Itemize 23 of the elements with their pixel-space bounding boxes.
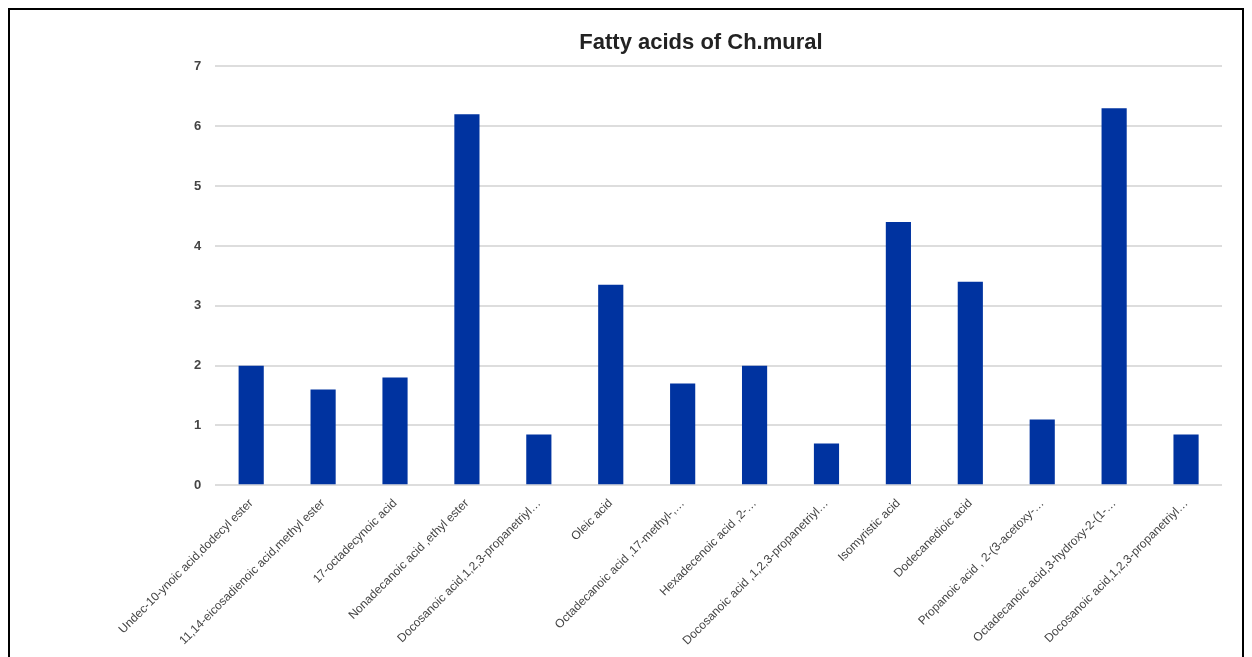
bar: [885, 222, 911, 485]
chart-title: Fatty acids of Ch.mural: [579, 29, 823, 55]
bar: [454, 114, 480, 485]
y-tick-label: 0: [194, 476, 202, 492]
y-tick-label: 6: [194, 117, 202, 133]
y-tick-label: 3: [194, 297, 202, 313]
bar: [813, 443, 840, 485]
bar: [1101, 108, 1127, 485]
bar: [526, 434, 552, 485]
y-tick-label: 5: [194, 177, 202, 193]
bar: [1029, 419, 1055, 485]
y-tick-label: 1: [194, 417, 202, 433]
bar: [310, 389, 336, 485]
bar: [957, 281, 983, 485]
bar: [382, 377, 408, 485]
bar: [1173, 434, 1199, 485]
bar: [238, 365, 264, 485]
bar: [741, 365, 768, 485]
y-tick-label: 7: [194, 57, 202, 73]
bar: [598, 284, 624, 485]
bar: [670, 383, 696, 485]
y-tick-label: 2: [194, 357, 202, 373]
y-tick-label: 4: [194, 237, 202, 253]
